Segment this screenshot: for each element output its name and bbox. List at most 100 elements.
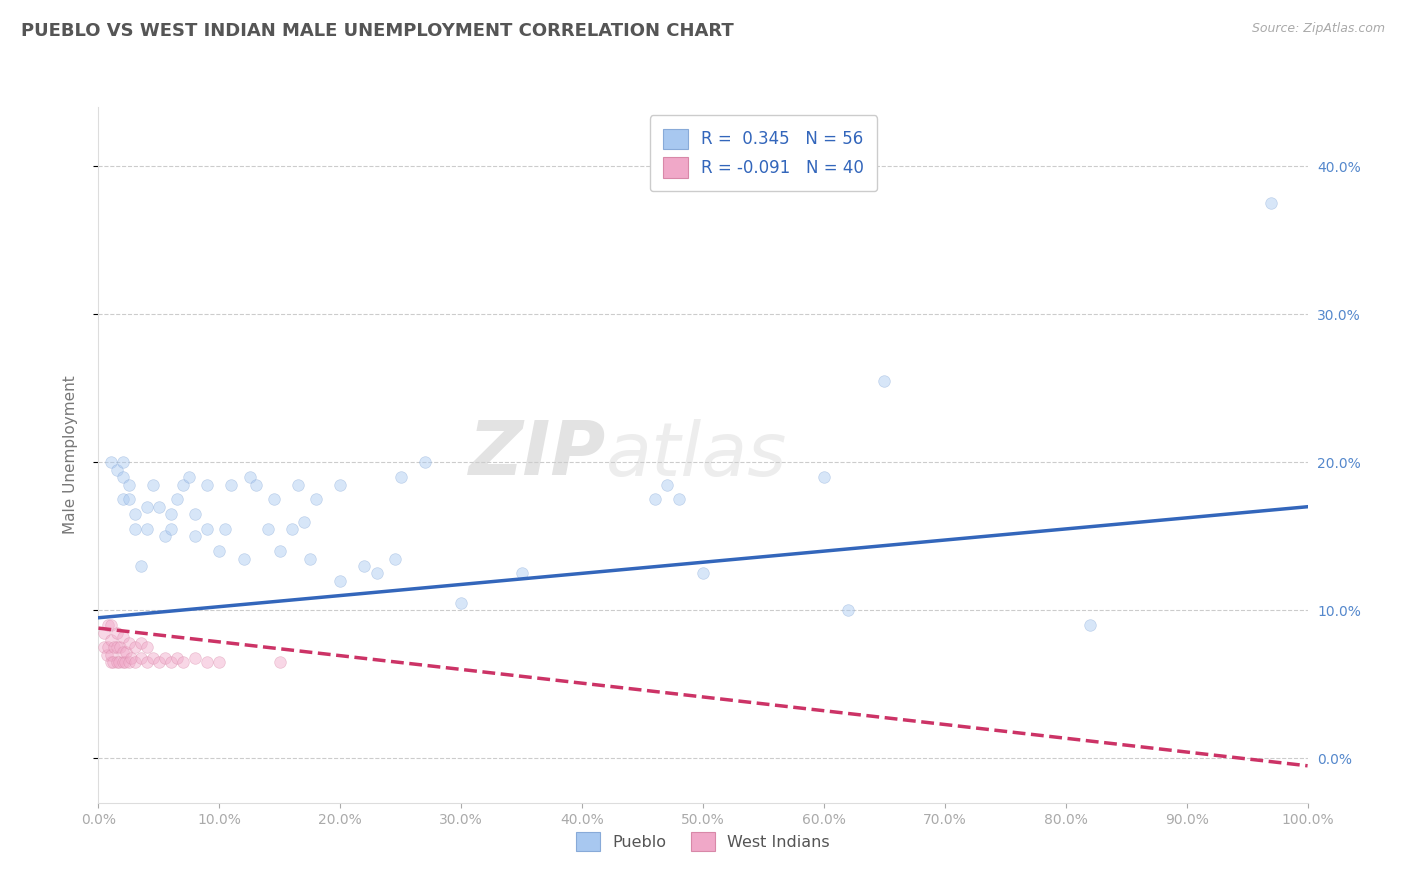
Point: [148, 655, 170, 669]
Point: [813, 470, 835, 484]
Point: [97, 618, 120, 632]
Point: [118, 477, 141, 491]
Point: [124, 522, 146, 536]
Point: [873, 374, 896, 388]
Y-axis label: Male Unemployment: Male Unemployment: [63, 376, 77, 534]
Point: [221, 477, 243, 491]
Point: [184, 507, 207, 521]
Point: [111, 470, 134, 484]
Point: [124, 655, 146, 669]
Point: [100, 648, 122, 662]
Point: [105, 625, 128, 640]
Point: [389, 470, 412, 484]
Point: [510, 566, 533, 581]
Point: [195, 522, 218, 536]
Point: [195, 477, 218, 491]
Point: [105, 640, 128, 655]
Point: [305, 492, 328, 507]
Point: [100, 618, 122, 632]
Text: atlas: atlas: [606, 419, 787, 491]
Point: [245, 477, 267, 491]
Point: [124, 640, 146, 655]
Point: [135, 500, 157, 514]
Point: [184, 529, 207, 543]
Point: [108, 640, 131, 655]
Point: [263, 492, 285, 507]
Point: [129, 636, 152, 650]
Point: [97, 640, 120, 655]
Text: Source: ZipAtlas.com: Source: ZipAtlas.com: [1251, 22, 1385, 36]
Point: [115, 645, 138, 659]
Point: [256, 522, 278, 536]
Point: [281, 522, 304, 536]
Point: [329, 477, 352, 491]
Point: [118, 492, 141, 507]
Point: [184, 650, 207, 665]
Point: [153, 529, 176, 543]
Point: [160, 655, 183, 669]
Point: [166, 650, 188, 665]
Point: [135, 522, 157, 536]
Point: [239, 470, 262, 484]
Point: [644, 492, 666, 507]
Point: [124, 507, 146, 521]
Point: [153, 650, 176, 665]
Point: [366, 566, 388, 581]
Text: ZIP: ZIP: [470, 418, 606, 491]
Legend: Pueblo, West Indians: Pueblo, West Indians: [569, 825, 837, 857]
Point: [172, 477, 194, 491]
Point: [111, 492, 134, 507]
Point: [135, 640, 157, 655]
Point: [111, 645, 134, 659]
Point: [384, 551, 406, 566]
Point: [329, 574, 352, 588]
Point: [111, 655, 134, 669]
Point: [100, 632, 122, 647]
Point: [668, 492, 690, 507]
Point: [166, 492, 188, 507]
Point: [208, 655, 231, 669]
Point: [269, 544, 291, 558]
Point: [105, 463, 128, 477]
Point: [114, 655, 136, 669]
Text: PUEBLO VS WEST INDIAN MALE UNEMPLOYMENT CORRELATION CHART: PUEBLO VS WEST INDIAN MALE UNEMPLOYMENT …: [21, 22, 734, 40]
Point: [103, 640, 125, 655]
Point: [111, 455, 134, 469]
Point: [195, 655, 218, 669]
Point: [118, 655, 141, 669]
Point: [96, 648, 118, 662]
Point: [299, 551, 322, 566]
Point: [142, 477, 165, 491]
Point: [214, 522, 236, 536]
Point: [655, 477, 678, 491]
Point: [100, 455, 122, 469]
Point: [93, 640, 115, 655]
Point: [269, 655, 291, 669]
Point: [179, 470, 201, 484]
Point: [353, 558, 375, 573]
Point: [208, 544, 231, 558]
Point: [135, 655, 157, 669]
Point: [142, 650, 165, 665]
Point: [172, 655, 194, 669]
Point: [108, 655, 131, 669]
Point: [120, 650, 142, 665]
Point: [160, 507, 183, 521]
Point: [292, 515, 315, 529]
Point: [413, 455, 436, 469]
Point: [1260, 196, 1282, 211]
Point: [837, 603, 859, 617]
Point: [450, 596, 472, 610]
Point: [105, 655, 128, 669]
Point: [287, 477, 309, 491]
Point: [129, 558, 152, 573]
Point: [148, 500, 170, 514]
Point: [160, 522, 183, 536]
Point: [692, 566, 714, 581]
Point: [93, 625, 115, 640]
Point: [118, 636, 141, 650]
Point: [101, 655, 124, 669]
Point: [129, 650, 152, 665]
Point: [232, 551, 254, 566]
Point: [100, 655, 122, 669]
